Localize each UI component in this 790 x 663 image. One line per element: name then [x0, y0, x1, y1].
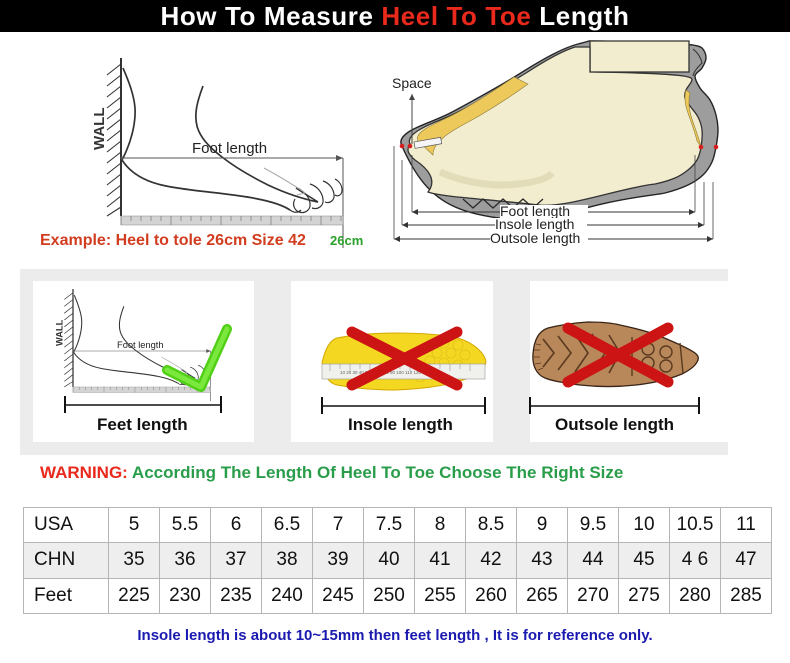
- svg-text:Insole length: Insole length: [348, 415, 453, 434]
- svg-text:WALL: WALL: [91, 108, 108, 151]
- svg-text:Example: Heel to tole 26cm Siz: Example: Heel to tole 26cm Size 42: [40, 232, 306, 249]
- svg-text:Foot length: Foot length: [192, 140, 267, 157]
- svg-text:Feet length: Feet length: [97, 415, 188, 434]
- svg-text:Outsole length: Outsole length: [555, 415, 674, 434]
- svg-text:Space: Space: [392, 75, 432, 91]
- svg-text:Outsole length: Outsole length: [490, 230, 580, 246]
- svg-text:26cm: 26cm: [330, 233, 363, 248]
